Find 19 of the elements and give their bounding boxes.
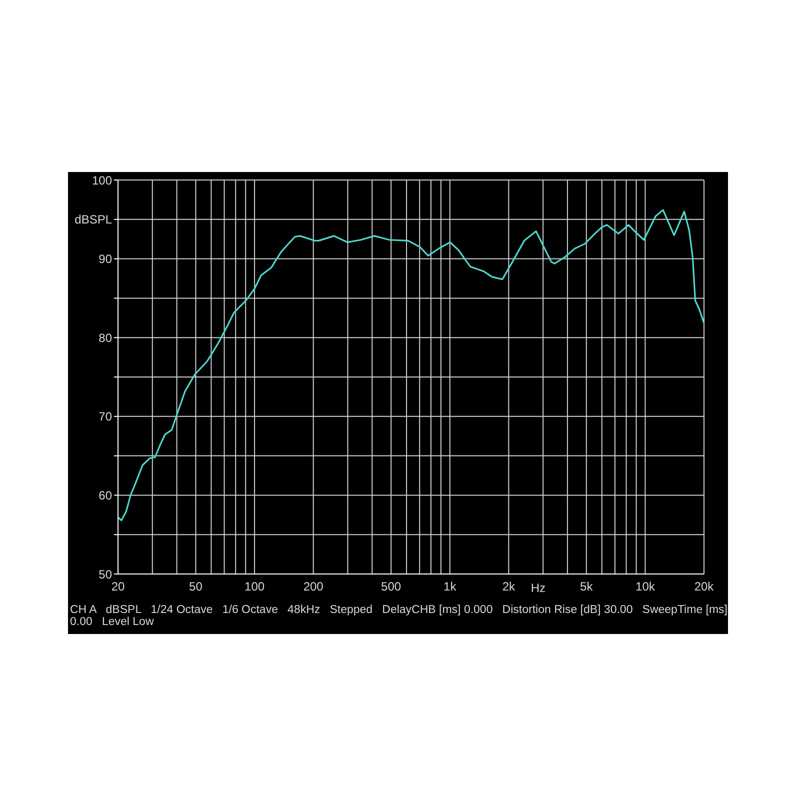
y-axis-title: dBSPL xyxy=(74,212,112,226)
x-tick-label: 1k xyxy=(444,580,458,594)
x-tick-label: 2k xyxy=(502,580,516,594)
x-tick-label: 20k xyxy=(694,580,715,594)
y-tick-label: 80 xyxy=(98,330,112,345)
x-tick-label: 100 xyxy=(244,580,265,594)
x-axis-title: Hz xyxy=(530,581,546,595)
x-tick-label: 10k xyxy=(636,580,656,594)
x-tick-label: 500 xyxy=(381,580,402,594)
x-tick-label: 20 xyxy=(111,580,125,594)
x-tick-label: 50 xyxy=(189,580,203,594)
y-tick-label: 50 xyxy=(98,567,112,582)
y-tick-label: 60 xyxy=(98,488,112,502)
y-tick-label: 70 xyxy=(98,410,112,424)
text: CH A dBSPL 1/24 Octave 1/6 Octave 48kHz Stepped DelayCHB [ms] 0.000 Distortion Rise [dB] 30.00 SweepTime [ms] 0.00 Level Low xyxy=(69,603,728,630)
x-tick-label: 200 xyxy=(303,580,324,594)
y-tick-label: 100 xyxy=(92,173,112,188)
x-tick-label: 5k xyxy=(580,580,594,594)
y-tick-label: 90 xyxy=(98,252,112,266)
